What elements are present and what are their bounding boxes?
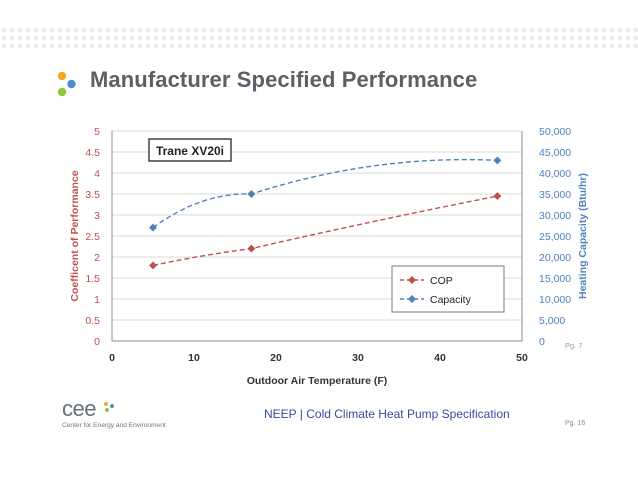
footer-source-text: NEEP | Cold Climate Heat Pump Specificat… [264,407,510,421]
cop-series-line [152,195,498,267]
cee-logo: cee Center for Energy and Environment [62,396,192,434]
y-tick-label: 2.5 [85,231,100,243]
cop-legend-label: COP [430,275,453,287]
y-tick-label: 3 [94,210,100,222]
y2-tick-label: 20,000 [539,252,571,264]
chart-title-box [148,138,232,162]
bullet-dot-blue [67,79,76,89]
y-tick-label: 2 [94,252,100,264]
y-tick-label: 4 [94,168,100,180]
y2-tick-label: 40,000 [539,168,571,180]
y-tick-label: 5 [94,126,100,138]
capacity-data-point [493,156,502,165]
y2-tick-label: 45,000 [539,147,571,159]
y2-tick-label: 15,000 [539,273,571,285]
logo-tagline: Center for Energy and Environment [62,422,166,429]
y2-tick-label: 50,000 [539,126,571,138]
x-tick-label: 10 [188,352,200,364]
capacity-legend-marker [408,295,416,303]
bullet-dot-orange [57,71,67,81]
slide-title: Manufacturer Specified Performance [90,67,478,92]
chart-title: Trane XV20i [156,144,224,158]
x-tick-label: 40 [434,352,446,364]
y-tick-label: 0.5 [85,315,100,327]
capacity-series-line [152,158,498,229]
cop-data-point [493,192,502,201]
bullet-dot-green [57,87,67,97]
y-tick-label: 4.5 [85,147,100,159]
x-tick-label: 30 [352,352,364,364]
capacity-data-point [247,190,256,198]
y2-tick-label: 0 [539,336,545,348]
y2-tick-label: 25,000 [539,231,571,243]
title-bullet-icon [57,71,76,97]
legend-box [391,265,505,313]
cop-data-point [247,244,256,253]
x-tick-label: 50 [516,352,528,364]
x-tick-label: 0 [109,352,115,364]
performance-chart: 00.511.522.533.544.5505,00010,00015,0002… [69,126,589,387]
y-tick-label: 1.5 [85,273,100,285]
y2-axis-label: Heating Capacity (Btu/hr) [577,173,589,299]
y-tick-label: 1 [94,294,100,306]
y2-tick-label: 5,000 [539,315,565,327]
logo-dots-icon [104,402,114,412]
capacity-data-point [149,223,157,232]
y-tick-label: 0 [94,336,100,348]
cop-legend-marker [408,276,416,284]
y2-tick-label: 30,000 [539,210,571,222]
cop-data-point [149,261,157,270]
x-axis-label: Outdoor Air Temperature (F) [247,375,388,387]
logo-wordmark: cee [62,396,96,421]
source-page-note: Pg. 7 [565,341,583,350]
decorative-dot-band [0,26,638,50]
y-tick-label: 3.5 [85,189,100,201]
y2-tick-label: 35,000 [539,189,571,201]
y-axis-label: Coefficent of Performance [69,170,81,301]
y2-tick-label: 10,000 [539,294,571,306]
page-number: Pg. 16 [565,420,586,427]
capacity-legend-label: Capacity [430,294,472,306]
x-tick-label: 20 [270,352,282,364]
